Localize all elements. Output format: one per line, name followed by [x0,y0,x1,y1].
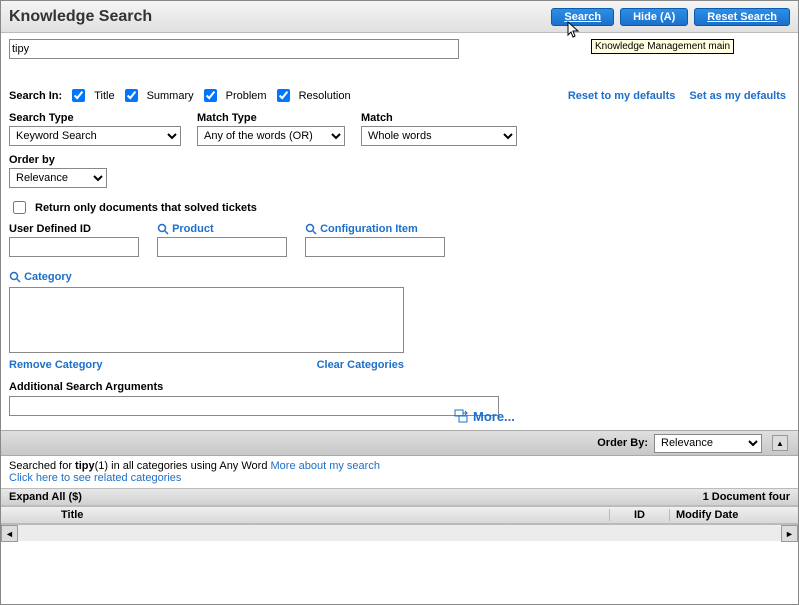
summary-label: Summary [147,90,194,102]
orderby-label: Order by [9,154,790,166]
reset-defaults-link[interactable]: Reset to my defaults [568,90,676,102]
col-id[interactable]: ID [610,509,670,521]
expand-all-link[interactable]: Expand All ($) [9,491,82,503]
problem-checkbox[interactable] [204,89,217,102]
match-select[interactable]: Whole words [361,126,517,146]
user-defined-id-input[interactable] [9,237,139,257]
resolution-checkbox[interactable] [277,89,290,102]
reset-search-button[interactable]: Reset Search [694,8,790,26]
status-count: (1) [95,460,108,472]
return-solved-label: Return only documents that solved ticket… [35,202,257,214]
col-title[interactable]: Title [1,509,610,521]
product-input[interactable] [157,237,287,257]
related-categories-link[interactable]: Click here to see related categories [9,472,181,484]
search-icon[interactable] [157,223,169,235]
scroll-left-icon[interactable]: ◄ [1,525,18,542]
match-type-select[interactable]: Any of the words (OR) [197,126,345,146]
tooltip: Knowledge Management main [591,39,734,54]
category-box[interactable] [9,287,404,353]
match-type-label: Match Type [197,112,345,124]
page-title: Knowledge Search [9,8,152,26]
search-in-label: Search In: [9,90,62,102]
search-icon[interactable] [305,223,317,235]
search-type-label: Search Type [9,112,181,124]
resolution-label: Resolution [299,90,351,102]
search-in-row: Search In: Title Summary Problem Resolut… [9,86,351,105]
search-type-select[interactable]: Keyword Search [9,126,181,146]
more-link[interactable]: More... [453,407,515,426]
more-icon [453,407,469,426]
results-orderby-select[interactable]: Relevance [654,434,762,453]
results-divider: Order By: Relevance ▲ [1,430,798,456]
horizontal-scrollbar[interactable]: ◄ ► [1,524,798,541]
results-orderby-label: Order By: [597,437,648,449]
user-defined-id-label: User Defined ID [9,223,139,235]
more-about-search-link[interactable]: More about my search [271,460,380,472]
status-mid: in all categories using Any Word [108,460,270,472]
status-term: tipy [75,460,95,472]
title-label: Title [94,90,114,102]
remove-category-link[interactable]: Remove Category [9,359,103,371]
product-label[interactable]: Product [172,223,214,235]
search-button[interactable]: Search [551,8,614,26]
query-input[interactable] [9,39,459,59]
search-icon[interactable] [9,271,21,283]
status-prefix: Searched for [9,460,75,472]
additional-args-label: Additional Search Arguments [9,381,790,393]
category-label[interactable]: Category [24,271,72,283]
summary-checkbox[interactable] [125,89,138,102]
scroll-up-button[interactable]: ▲ [772,435,788,451]
set-defaults-link[interactable]: Set as my defaults [689,90,786,102]
scroll-right-icon[interactable]: ► [781,525,798,542]
orderby-select[interactable]: Relevance [9,168,107,188]
document-count: 1 Document four [703,491,790,503]
config-item-label[interactable]: Configuration Item [320,223,418,235]
header-buttons: Search Hide (A) Reset Search [551,8,790,26]
additional-args-input[interactable] [9,396,499,416]
problem-label: Problem [226,90,267,102]
col-modify[interactable]: Modify Date [670,509,798,521]
match-label: Match [361,112,517,124]
clear-categories-link[interactable]: Clear Categories [317,359,404,371]
header-bar: Knowledge Search Search Hide (A) Reset S… [1,1,798,33]
config-item-input[interactable] [305,237,445,257]
hide-button[interactable]: Hide (A) [620,8,688,26]
return-solved-checkbox[interactable] [13,201,26,214]
status-area: Searched for tipy(1) in all categories u… [1,456,798,488]
table-header: Title ID Modify Date [1,506,798,524]
title-checkbox[interactable] [72,89,85,102]
